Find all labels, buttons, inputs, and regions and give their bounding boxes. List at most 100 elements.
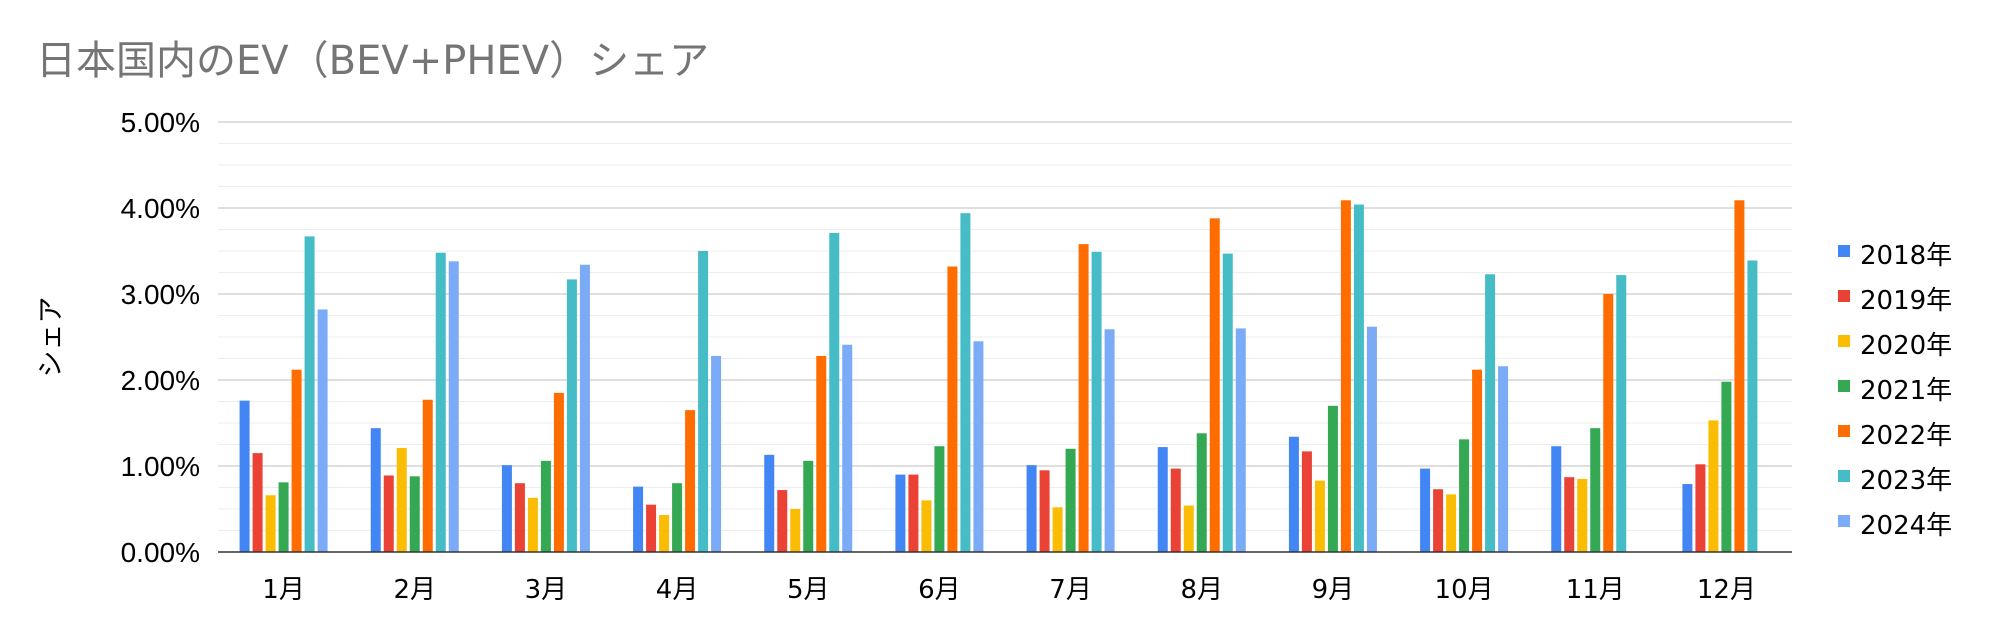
- bar: [370, 428, 381, 552]
- chart-title: 日本国内のEV（BEV+PHEV）シェア: [36, 38, 710, 84]
- bar: [633, 486, 644, 552]
- x-tick-label: 1月: [262, 575, 305, 605]
- bar: [1590, 428, 1601, 552]
- bar: [1485, 274, 1496, 552]
- bar: [278, 482, 289, 552]
- bar: [777, 490, 788, 552]
- bar: [291, 369, 302, 552]
- bar: [304, 236, 315, 552]
- bar: [1288, 436, 1299, 552]
- legend-label: 2022年: [1860, 421, 1952, 451]
- legend-label: 2018年: [1860, 241, 1952, 271]
- x-tick-label: 3月: [525, 575, 568, 605]
- bar: [1695, 464, 1706, 552]
- bar: [1091, 251, 1102, 553]
- bar: [1433, 489, 1444, 552]
- bar: [1235, 328, 1246, 552]
- bar: [842, 344, 853, 552]
- legend-swatch: [1838, 425, 1850, 437]
- bar: [1078, 244, 1089, 552]
- x-tick-label: 10月: [1435, 575, 1494, 605]
- x-tick-label: 9月: [1312, 575, 1355, 605]
- bar: [764, 454, 775, 552]
- legend-label: 2024年: [1860, 511, 1952, 541]
- bar: [448, 261, 459, 552]
- legend-label: 2021年: [1860, 376, 1952, 406]
- bar: [1052, 507, 1063, 552]
- bar: [790, 509, 801, 552]
- bar: [435, 252, 446, 552]
- bar: [1065, 448, 1076, 552]
- bar: [685, 410, 696, 552]
- bar: [1498, 366, 1509, 552]
- x-tick-label: 2月: [393, 575, 436, 605]
- bar: [1721, 381, 1732, 552]
- bar: [566, 279, 577, 552]
- y-tick-label: 0.00%: [121, 537, 200, 568]
- x-tick-label: 12月: [1697, 575, 1756, 605]
- bar: [1708, 420, 1719, 552]
- bar: [1327, 405, 1338, 552]
- legend-swatch: [1838, 245, 1850, 257]
- bar: [1104, 329, 1115, 552]
- x-tick-label: 11月: [1566, 575, 1625, 605]
- legend-swatch: [1838, 335, 1850, 347]
- bar: [960, 213, 971, 552]
- x-tick-label: 6月: [918, 575, 961, 605]
- bar: [383, 475, 394, 552]
- legend-swatch: [1838, 470, 1850, 482]
- bar: [579, 264, 590, 552]
- bar: [1039, 470, 1050, 552]
- bar: [1026, 465, 1037, 552]
- bar: [947, 266, 958, 552]
- bar: [659, 515, 670, 552]
- bar: [816, 355, 827, 552]
- y-tick-label: 3.00%: [121, 279, 200, 310]
- bar: [540, 460, 551, 552]
- bar: [973, 341, 984, 552]
- bar: [317, 309, 328, 552]
- bar: [1551, 446, 1562, 552]
- bar: [829, 232, 840, 552]
- bar: [527, 497, 538, 552]
- bar: [1209, 218, 1220, 552]
- bar: [921, 500, 932, 552]
- bar: [1340, 200, 1351, 552]
- x-tick-label: 5月: [787, 575, 830, 605]
- bar: [1314, 480, 1325, 552]
- y-tick-label: 5.00%: [121, 107, 200, 138]
- bar: [1170, 468, 1181, 552]
- x-tick-label: 8月: [1180, 575, 1223, 605]
- bar: [553, 392, 564, 552]
- bar: [1366, 326, 1377, 552]
- legend-label: 2020年: [1860, 331, 1952, 361]
- bar: [514, 483, 525, 552]
- bar: [1353, 204, 1364, 552]
- bar: [1747, 260, 1758, 552]
- bar: [1603, 294, 1614, 552]
- bar: [409, 476, 420, 552]
- bar: [646, 504, 657, 552]
- bar: [803, 460, 814, 552]
- bar: [1301, 451, 1312, 552]
- y-axis-title: シェア: [36, 297, 67, 378]
- bar: [1446, 494, 1457, 552]
- bar: [1472, 369, 1483, 552]
- bar: [239, 400, 250, 552]
- bar: [934, 446, 945, 552]
- legend-swatch: [1838, 380, 1850, 392]
- bar: [1577, 478, 1588, 552]
- bar: [698, 251, 709, 552]
- bar: [265, 495, 276, 552]
- bar: [908, 474, 919, 552]
- bar: [501, 465, 512, 552]
- legend-swatch: [1838, 290, 1850, 302]
- legend-swatch: [1838, 515, 1850, 527]
- bar: [1734, 200, 1745, 552]
- bar: [1682, 484, 1693, 552]
- bar: [252, 453, 263, 552]
- bar: [1222, 253, 1233, 552]
- bar: [711, 355, 722, 552]
